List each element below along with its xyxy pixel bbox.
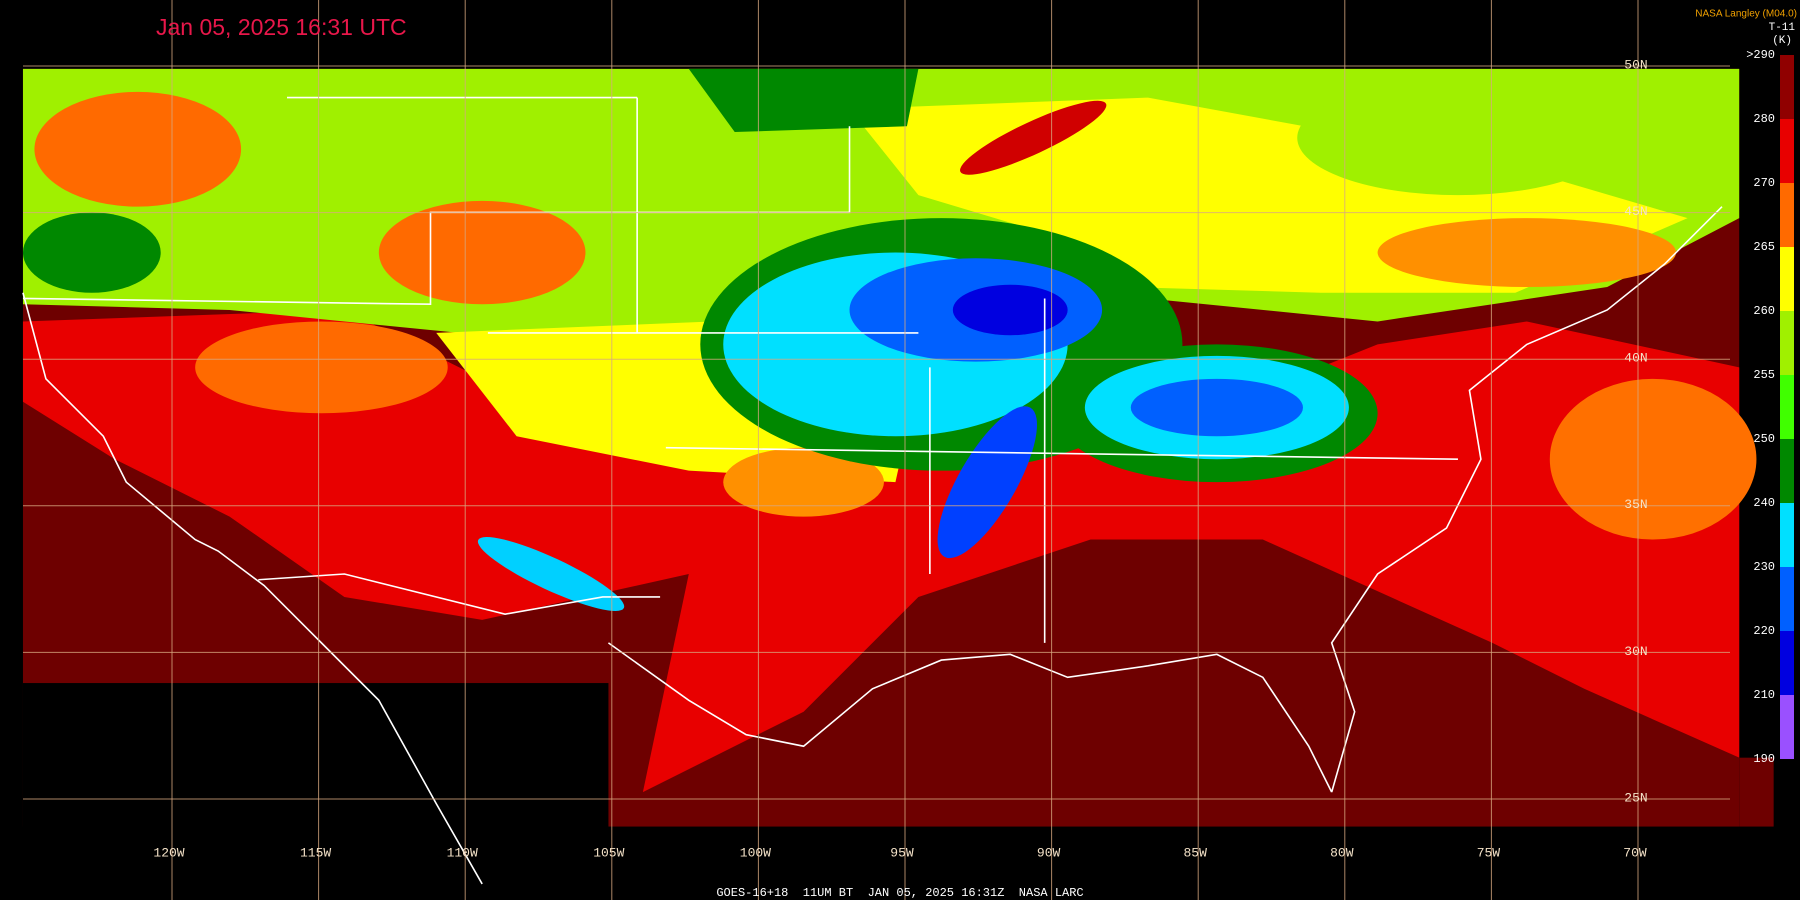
colorbar-label: 270 [1753,176,1775,190]
latitude-label: 25N [1624,790,1647,805]
longitude-label: 90W [1037,845,1061,860]
timestamp-title: Jan 05, 2025 16:31 UTC [156,14,407,40]
colorbar-swatch [1780,631,1794,695]
colorbar-swatch [1780,695,1794,759]
colorbar-swatch [1780,439,1794,503]
colorbar-label: 220 [1753,624,1775,638]
red-band [960,100,1107,175]
orange-cloud [378,200,586,305]
colorbar-label: 265 [1753,240,1775,254]
longitude-label: 70W [1623,845,1647,860]
colorbar-swatch [1780,567,1794,631]
credit: NASA Langley (M04.0) [1695,9,1797,20]
latitude-label: 45N [1624,204,1647,219]
longitude-label: 105W [593,845,624,860]
orange-cloud [195,321,448,414]
unit: (K) [1772,35,1792,47]
coastline [1330,206,1723,793]
cyan-cloud [477,537,625,611]
no-data [22,683,609,833]
colorbar-label: >290 [1746,48,1775,62]
blue-cloud [937,406,1037,559]
dark-blue-cloud [952,284,1068,336]
colorbar-swatch [1780,183,1794,247]
colorbar-swatch [1780,375,1794,439]
green-patch [22,212,161,293]
coastline [22,292,483,885]
colorbar-label: 230 [1753,560,1775,574]
orange-cloud [1549,378,1757,540]
longitude-label: 115W [300,845,331,860]
footer: GOES-16+18 11UM BT JAN 05, 2025 16:31Z N… [716,886,1083,900]
coastline [607,642,1333,793]
green-patch [1297,80,1619,196]
longitude-label: 100W [740,845,771,860]
cold-free-area [1739,757,1774,827]
orange-cloud [1377,218,1677,287]
latitude-label: 30N [1624,644,1647,659]
orange-cloud [34,91,242,207]
longitude-label: 95W [890,845,914,860]
colorbar-swatch [1780,55,1794,119]
graticule [23,0,1730,900]
longitude-label: 75W [1477,845,1501,860]
longitude-label: 110W [447,845,478,860]
colorbar-swatch [1780,311,1794,375]
colorbar-label: 255 [1753,368,1775,382]
latitude-label: 35N [1624,497,1647,512]
imagery [22,68,1774,885]
longitude-label: 85W [1183,845,1207,860]
colorbar-label: 240 [1753,496,1775,510]
colorbar-label: 210 [1753,688,1775,702]
colorbar-label: 250 [1753,432,1775,446]
product: T-11 [1769,22,1796,34]
colorbar-swatch [1780,247,1794,311]
colorbar-swatch [1780,503,1794,567]
green-patch [688,68,919,133]
colorbar-label: 280 [1753,112,1775,126]
longitude-label: 80W [1330,845,1354,860]
latitude-label: 40N [1624,351,1647,366]
blue-cloud [1130,378,1303,437]
longitude-label: 120W [153,845,184,860]
colorbar-label: 260 [1753,304,1775,318]
colorbar [1776,55,1800,785]
orange-cloud [723,447,884,517]
colorbar-swatch [1780,119,1794,183]
colorbar-label: 190 [1753,752,1775,766]
latitude-label: 50N [1624,57,1647,72]
border [258,573,661,616]
